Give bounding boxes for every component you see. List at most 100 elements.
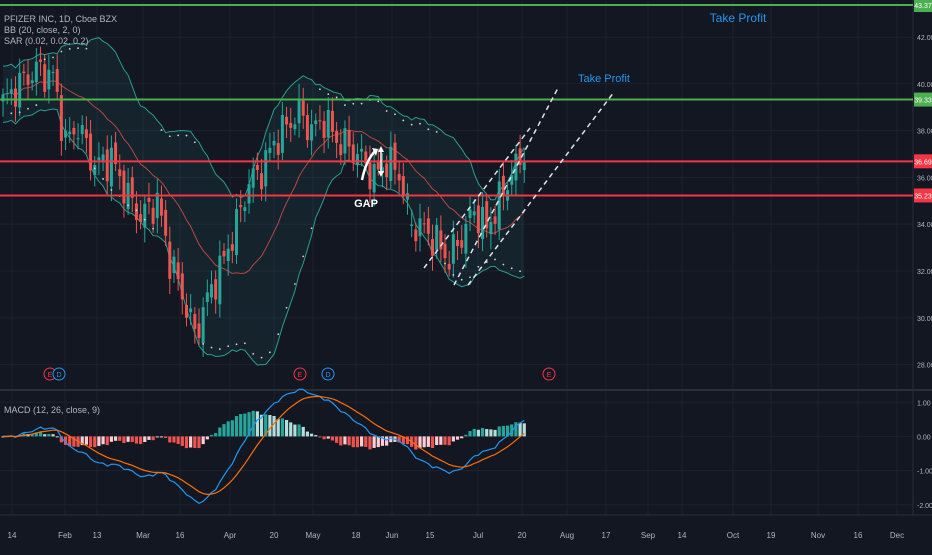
price-tick-label: 42.00: [917, 35, 932, 42]
macd-hist-bar: [497, 426, 501, 437]
macd-hist-bar: [93, 436, 97, 448]
macd-hist-bar: [259, 414, 264, 437]
price-tick-label: 40.00: [917, 82, 932, 89]
sar-dot: [402, 119, 405, 122]
macd-hist-bar: [222, 424, 226, 437]
candle-body: [64, 130, 68, 138]
candle-body: [514, 153, 518, 181]
candle-body: [134, 203, 138, 220]
macd-hist-bar: [284, 419, 289, 437]
candle-body: [485, 201, 489, 229]
macd-hist-bar: [514, 422, 518, 437]
candle-body: [305, 115, 309, 141]
level-label-bg-2: [914, 154, 932, 169]
candle-body: [5, 93, 9, 95]
candle-body: [426, 218, 430, 234]
macd-hist-bar: [159, 436, 164, 438]
sar-dot: [218, 348, 221, 350]
level-label-bg-3: [914, 188, 932, 203]
candle-body: [72, 127, 76, 135]
price-tick-label: 38.00: [917, 129, 932, 136]
candle-body: [289, 122, 293, 128]
legend-symbol: PFIZER INC, 1D, Cboe BZX: [4, 14, 118, 24]
macd-hist-bar: [205, 436, 209, 440]
macd-hist-bar: [122, 436, 126, 444]
candle-body: [143, 203, 147, 228]
macd-hist-bar: [268, 415, 272, 437]
macd-hist-bar: [276, 419, 280, 437]
macd-hist-bar: [243, 413, 247, 437]
candle-body: [235, 209, 239, 256]
legend-main: PFIZER INC, 1D, Cboe BZX BB (20, close, …: [4, 14, 117, 47]
candle-body: [230, 244, 234, 251]
sar-dot: [85, 47, 88, 50]
macd-hist-bar: [101, 436, 105, 445]
candle-body: [447, 263, 451, 270]
macd-hist-bar: [314, 435, 318, 437]
macd-hist-bar: [460, 436, 464, 439]
sar-dot: [177, 134, 180, 137]
candle-body: [493, 216, 497, 224]
sar-dot: [110, 189, 113, 191]
sar-dot: [160, 129, 163, 131]
x-tick-label: Apr: [224, 531, 237, 540]
macd-hist-bar: [47, 433, 51, 437]
sar-dot: [102, 178, 104, 180]
macd-hist-bar: [422, 436, 426, 448]
macd-hist-bar: [447, 436, 451, 446]
candle-body: [247, 184, 251, 204]
sar-dot: [335, 96, 338, 99]
x-tick-label: Sep: [641, 531, 656, 540]
candle-body: [14, 88, 18, 107]
x-tick-label: May: [305, 531, 320, 540]
macd-hist-bar: [510, 424, 514, 437]
candle-body: [34, 61, 38, 83]
x-tick-label: 15: [426, 531, 435, 540]
macd-hist-bar: [485, 429, 489, 437]
gap-arrow-head: [372, 148, 378, 156]
candle-body: [239, 205, 243, 208]
sar-dot: [310, 227, 313, 230]
sar-dot: [385, 110, 388, 112]
candle-body: [497, 181, 501, 230]
candle-body: [130, 177, 134, 198]
candle-body: [293, 124, 297, 130]
sar-dot: [143, 218, 146, 221]
x-tick-label: Dec: [890, 531, 904, 540]
sar-dot: [93, 167, 96, 170]
macd-hist-bar: [455, 436, 460, 440]
candle-body: [468, 209, 472, 218]
candle-body: [39, 59, 43, 62]
macd-hist-bar: [289, 422, 293, 437]
x-tick-label: 14: [8, 531, 17, 540]
candle-body: [76, 138, 80, 140]
price-tick-label: 30.00: [917, 316, 932, 323]
candle-body: [464, 223, 468, 254]
candle-body: [105, 149, 109, 182]
macd-hist-bar: [218, 427, 222, 437]
macd-hist-bar: [364, 436, 368, 447]
candle-body: [118, 169, 122, 177]
macd-hist-bar: [97, 436, 101, 446]
gap-label: GAP: [354, 198, 378, 210]
sar-dot: [168, 135, 171, 138]
macd-hist-bar: [493, 429, 497, 437]
candle-body: [410, 224, 414, 226]
candle-body: [360, 148, 364, 152]
macd-hist-bar: [430, 436, 435, 448]
macd-hist-bar: [435, 436, 439, 446]
candle-body: [451, 234, 455, 264]
candle-body: [330, 110, 334, 132]
sar-dot: [502, 263, 505, 266]
candle-body: [80, 124, 84, 135]
macd-hist-bar: [418, 436, 422, 449]
macd-hist-bar: [88, 436, 93, 447]
event-label-4: E: [547, 372, 552, 379]
sar-dot: [477, 265, 480, 268]
level-label-3: 35.23: [914, 193, 932, 200]
macd-hist-bar: [239, 414, 243, 437]
candle-body: [184, 305, 188, 318]
macd-hist-bar: [372, 436, 376, 448]
